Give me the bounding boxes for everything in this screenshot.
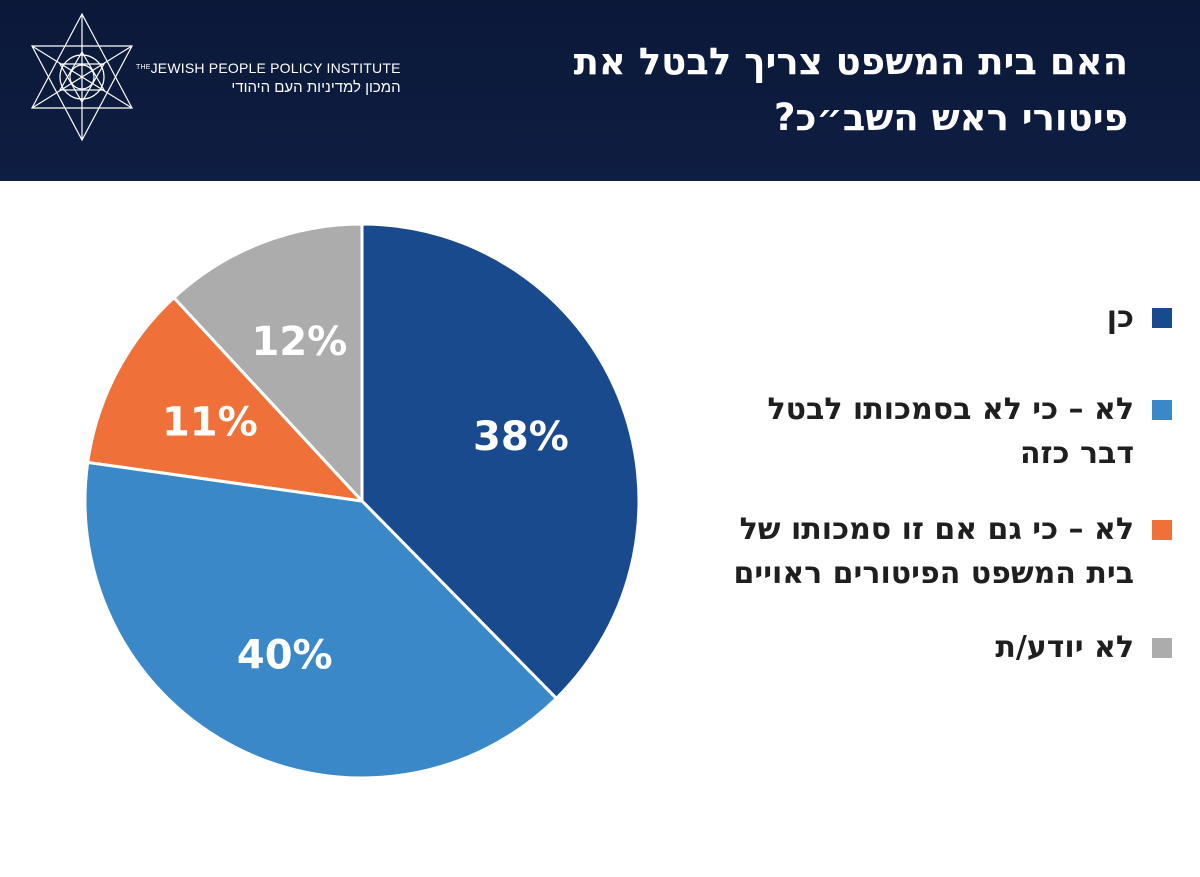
chart-title: האם בית המשפט צריך לבטל את פיטורי ראש הש… <box>573 40 1128 139</box>
pie-slice-yes <box>360 224 641 700</box>
legend-item-yes: כן <box>700 296 1172 340</box>
legend-label-no-not-authority: לא – כי לא בסמכותו לבטל דבר כזה <box>767 392 1134 471</box>
legend-swatch-no-not-authority <box>1152 400 1172 420</box>
legend-label-no-dismissal-justified: לא – כי גם אם זו סמכותו של בית המשפט הפי… <box>733 512 1134 591</box>
data-label-no-dismissal-justified: 11% <box>162 399 258 445</box>
legend-item-no-dismissal-justified: לא – כי גם אם זו סמכותו של בית המשפט הפי… <box>700 508 1172 596</box>
pie-slices <box>83 224 641 780</box>
pie-data-labels: 38% 40% 11% 12% <box>162 319 569 678</box>
header-banner: THEJEWISH PEOPLE POLICY INSTITUTE המכון … <box>0 0 1200 181</box>
chart-legend: כן לא – כי לא בסמכותו לבטל דבר כזה לא – … <box>700 296 1172 670</box>
data-label-yes: 38% <box>473 414 569 460</box>
legend-swatch-no-dismissal-justified <box>1152 520 1172 540</box>
logo-english-prefix: THE <box>136 64 151 71</box>
legend-label-yes: כן <box>1106 300 1134 335</box>
logo-wordmark: THEJEWISH PEOPLE POLICY INSTITUTE המכון … <box>136 60 401 98</box>
data-label-dont-know: 12% <box>251 319 347 365</box>
pie-slice-no-not-authority <box>83 460 558 780</box>
legend-item-dont-know: לא יודע/ת <box>700 626 1172 670</box>
jppi-logo-icon <box>31 12 133 142</box>
pie-slice-dont-know <box>172 224 364 503</box>
data-label-no-not-authority: 40% <box>237 632 333 678</box>
legend-label-dont-know: לא יודע/ת <box>995 630 1134 665</box>
legend-swatch-yes <box>1152 308 1172 328</box>
legend-item-no-not-authority: לא – כי לא בסמכותו לבטל דבר כזה <box>700 388 1172 476</box>
legend-swatch-dont-know <box>1152 638 1172 658</box>
logo-hebrew-name: המכון למדיניות העם היהודי <box>231 79 401 96</box>
logo-english-name: THEJEWISH PEOPLE POLICY INSTITUTE <box>136 60 401 76</box>
pie-slice-no-dismissal-justified <box>86 296 364 503</box>
pie-chart: 38% 40% 11% 12% <box>83 224 641 780</box>
